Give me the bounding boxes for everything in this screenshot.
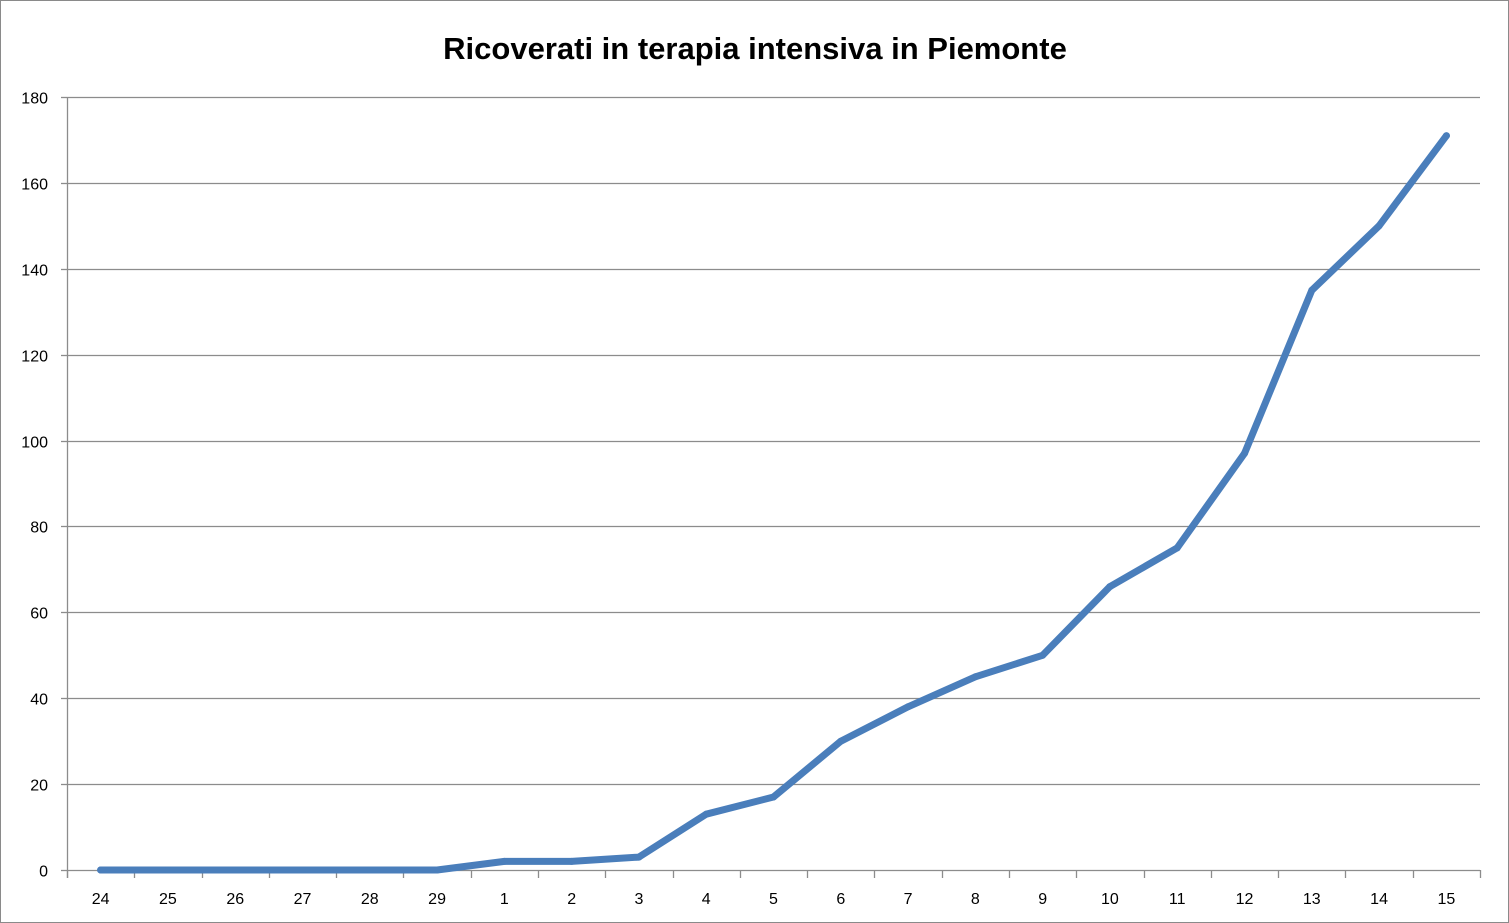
x-tick-label: 14: [1370, 891, 1388, 908]
data-point: [1039, 651, 1047, 659]
data-point: [164, 866, 172, 874]
data-point: [1308, 286, 1316, 294]
data-point: [366, 866, 374, 874]
x-tick-label: 3: [634, 891, 643, 908]
x-tick-label: 8: [971, 891, 980, 908]
data-point: [1442, 132, 1450, 140]
chart-title: Ricoverati in terapia intensiva in Piemo…: [443, 31, 1067, 66]
data-point: [837, 737, 845, 745]
x-tick-label: 28: [361, 891, 379, 908]
x-tick-label: 24: [92, 891, 110, 908]
data-point: [635, 853, 643, 861]
series-line-0: [97, 132, 1450, 874]
x-tick-label: 13: [1303, 891, 1321, 908]
x-tick-label: 10: [1101, 891, 1119, 908]
x-tick-label: 9: [1038, 891, 1047, 908]
y-tick-label: 120: [21, 349, 48, 366]
data-point: [299, 866, 306, 874]
x-tick-label: 25: [159, 891, 177, 908]
y-tick-label: 80: [30, 520, 48, 537]
data-point: [1375, 222, 1383, 230]
x-tick-label: 7: [904, 891, 913, 908]
axes: [61, 96, 1482, 878]
y-tick-label: 20: [30, 778, 48, 795]
data-point: [500, 857, 508, 865]
x-tick-label: 6: [836, 891, 845, 908]
x-tick-label: 5: [769, 891, 778, 908]
x-tick-label: 2: [567, 891, 576, 908]
y-tick-labels: 0 20 40 60 80 100 120 140 160 180: [21, 91, 48, 881]
data-point: [702, 810, 710, 818]
data-point: [568, 857, 576, 865]
x-tick-label: 26: [226, 891, 244, 908]
x-tick-label: 15: [1437, 891, 1455, 908]
y-tick-label: 160: [21, 177, 48, 194]
gridlines: [67, 96, 1480, 786]
y-tick-label: 40: [30, 692, 48, 709]
y-tick-label: 60: [30, 606, 48, 623]
data-point: [1106, 583, 1114, 591]
x-tick-label: 11: [1169, 891, 1186, 908]
x-tick-label: 29: [428, 891, 446, 908]
x-tick-label: 1: [500, 891, 509, 908]
y-tick-label: 100: [21, 435, 48, 452]
data-point: [433, 866, 441, 874]
x-tick-labels: 24 25 26 27 28 29 1 2 3 4 5 6 7 8 9 10 11 12 13 14 15: [92, 891, 1456, 908]
data-point: [770, 793, 777, 801]
data-point: [904, 703, 912, 711]
y-tick-label: 0: [39, 864, 48, 881]
y-tick-label: 180: [21, 91, 48, 108]
data-point: [971, 673, 979, 681]
series-layer: [97, 132, 1450, 874]
x-tick-label: 12: [1236, 891, 1254, 908]
data-point: [97, 866, 105, 874]
x-tick-label: 4: [702, 891, 711, 908]
y-tick-label: 140: [21, 263, 48, 280]
data-point: [1173, 544, 1181, 552]
x-tick-label: 27: [294, 891, 312, 908]
data-point: [1241, 449, 1248, 457]
data-point: [231, 866, 239, 874]
